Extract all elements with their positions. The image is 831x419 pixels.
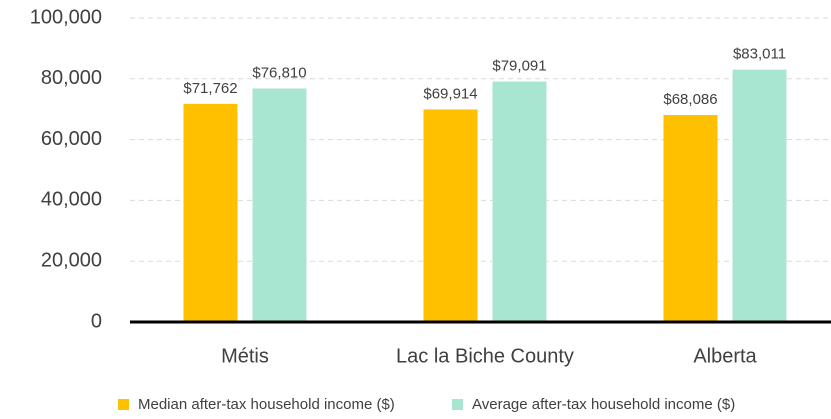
bar xyxy=(732,69,787,322)
legend-swatch xyxy=(118,399,129,410)
x-tick-label: Lac la Biche County xyxy=(396,345,574,367)
bar xyxy=(183,103,238,322)
x-tick-label: Métis xyxy=(221,345,269,367)
bar xyxy=(252,88,307,323)
y-tick-label: 100,000 xyxy=(30,6,102,28)
value-label: $83,011 xyxy=(733,46,786,63)
bar xyxy=(663,115,718,323)
y-tick-label: 60,000 xyxy=(41,128,102,150)
bar xyxy=(423,109,478,322)
value-label: $69,914 xyxy=(423,85,477,102)
value-label: $71,762 xyxy=(183,80,237,97)
value-label: $76,810 xyxy=(252,64,306,81)
value-label: $79,091 xyxy=(492,58,546,75)
bar xyxy=(492,81,547,323)
legend-label: Average after-tax household income ($) xyxy=(472,396,735,413)
value-label: $68,086 xyxy=(663,91,717,108)
y-tick-label: 20,000 xyxy=(41,249,102,271)
x-tick-label: Alberta xyxy=(693,345,757,367)
legend-label: Median after-tax household income ($) xyxy=(138,396,395,413)
y-tick-label: 0 xyxy=(91,310,102,332)
y-tick-label: 80,000 xyxy=(41,67,102,89)
legend-swatch xyxy=(452,399,463,410)
y-tick-label: 40,000 xyxy=(41,189,102,211)
